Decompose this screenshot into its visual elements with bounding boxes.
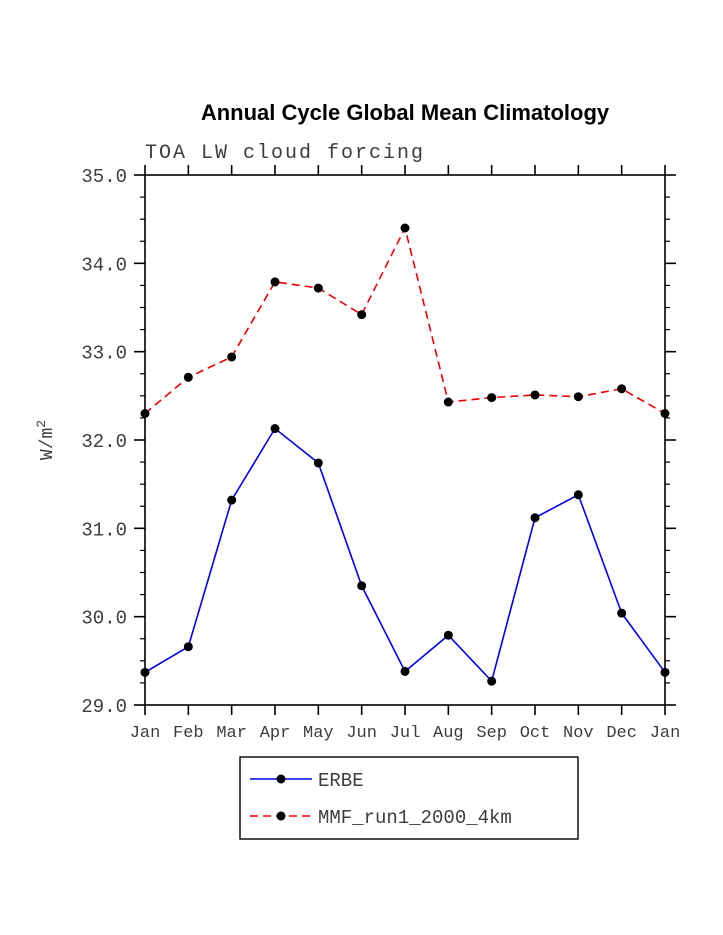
data-point bbox=[357, 310, 367, 320]
y-tick-label: 33.0 bbox=[81, 343, 127, 365]
data-point bbox=[227, 495, 237, 505]
data-point bbox=[617, 384, 627, 394]
data-point bbox=[660, 409, 670, 418]
x-tick-label: Jan bbox=[130, 724, 161, 743]
data-point bbox=[183, 642, 193, 652]
x-tick-label: May bbox=[303, 724, 334, 743]
data-point bbox=[227, 352, 237, 362]
legend-label: ERBE bbox=[318, 770, 364, 792]
y-tick-label: 29.0 bbox=[81, 696, 127, 718]
y-axis-label: W/m2 bbox=[34, 420, 58, 460]
y-tick-label: 32.0 bbox=[81, 431, 127, 453]
data-point bbox=[270, 277, 280, 287]
data-point bbox=[573, 392, 583, 402]
data-point bbox=[443, 397, 453, 407]
x-tick-label: Sep bbox=[476, 724, 507, 743]
x-tick-label: Oct bbox=[520, 724, 551, 743]
data-point bbox=[313, 283, 323, 293]
y-tick-label: 35.0 bbox=[81, 166, 127, 188]
x-tick-label: Jun bbox=[346, 724, 377, 743]
legend-label: MMF_run1_2000_4km bbox=[318, 807, 512, 829]
x-tick-label: Feb bbox=[173, 724, 204, 743]
series-line-MMF_run1_2000_4km bbox=[144, 225, 666, 415]
y-tick-label: 34.0 bbox=[81, 254, 127, 276]
y-tick-label: 30.0 bbox=[81, 608, 127, 630]
series-line-ERBE bbox=[144, 427, 666, 683]
data-point bbox=[487, 393, 497, 403]
x-tick-label: Aug bbox=[433, 724, 464, 743]
x-tick-label: Dec bbox=[606, 724, 637, 743]
data-point bbox=[660, 667, 670, 677]
legend-marker bbox=[276, 811, 286, 821]
data-point bbox=[530, 390, 540, 400]
x-tick-label: Jul bbox=[390, 724, 421, 743]
data-point bbox=[530, 513, 540, 523]
x-tick-label: Mar bbox=[216, 724, 247, 743]
data-point bbox=[400, 223, 410, 233]
data-point bbox=[270, 424, 280, 434]
legend-box bbox=[239, 756, 579, 840]
data-point bbox=[357, 581, 367, 591]
chart-subtitle: TOA LW cloud forcing bbox=[145, 142, 426, 165]
x-tick-label: Jan bbox=[650, 724, 681, 743]
data-point bbox=[140, 667, 150, 677]
x-tick-label: Apr bbox=[260, 724, 291, 743]
data-point bbox=[140, 409, 150, 418]
data-point bbox=[183, 372, 193, 382]
x-tick-label: Nov bbox=[563, 724, 594, 743]
data-point bbox=[443, 630, 453, 640]
y-tick-label: 31.0 bbox=[81, 519, 127, 541]
data-point bbox=[313, 458, 323, 468]
data-point bbox=[400, 666, 410, 676]
plot-frame bbox=[144, 174, 666, 706]
data-point bbox=[617, 608, 627, 618]
data-point bbox=[487, 676, 497, 686]
data-point bbox=[573, 490, 583, 500]
chart-title: Annual Cycle Global Mean Climatology bbox=[200, 100, 610, 125]
legend-marker bbox=[276, 774, 286, 784]
